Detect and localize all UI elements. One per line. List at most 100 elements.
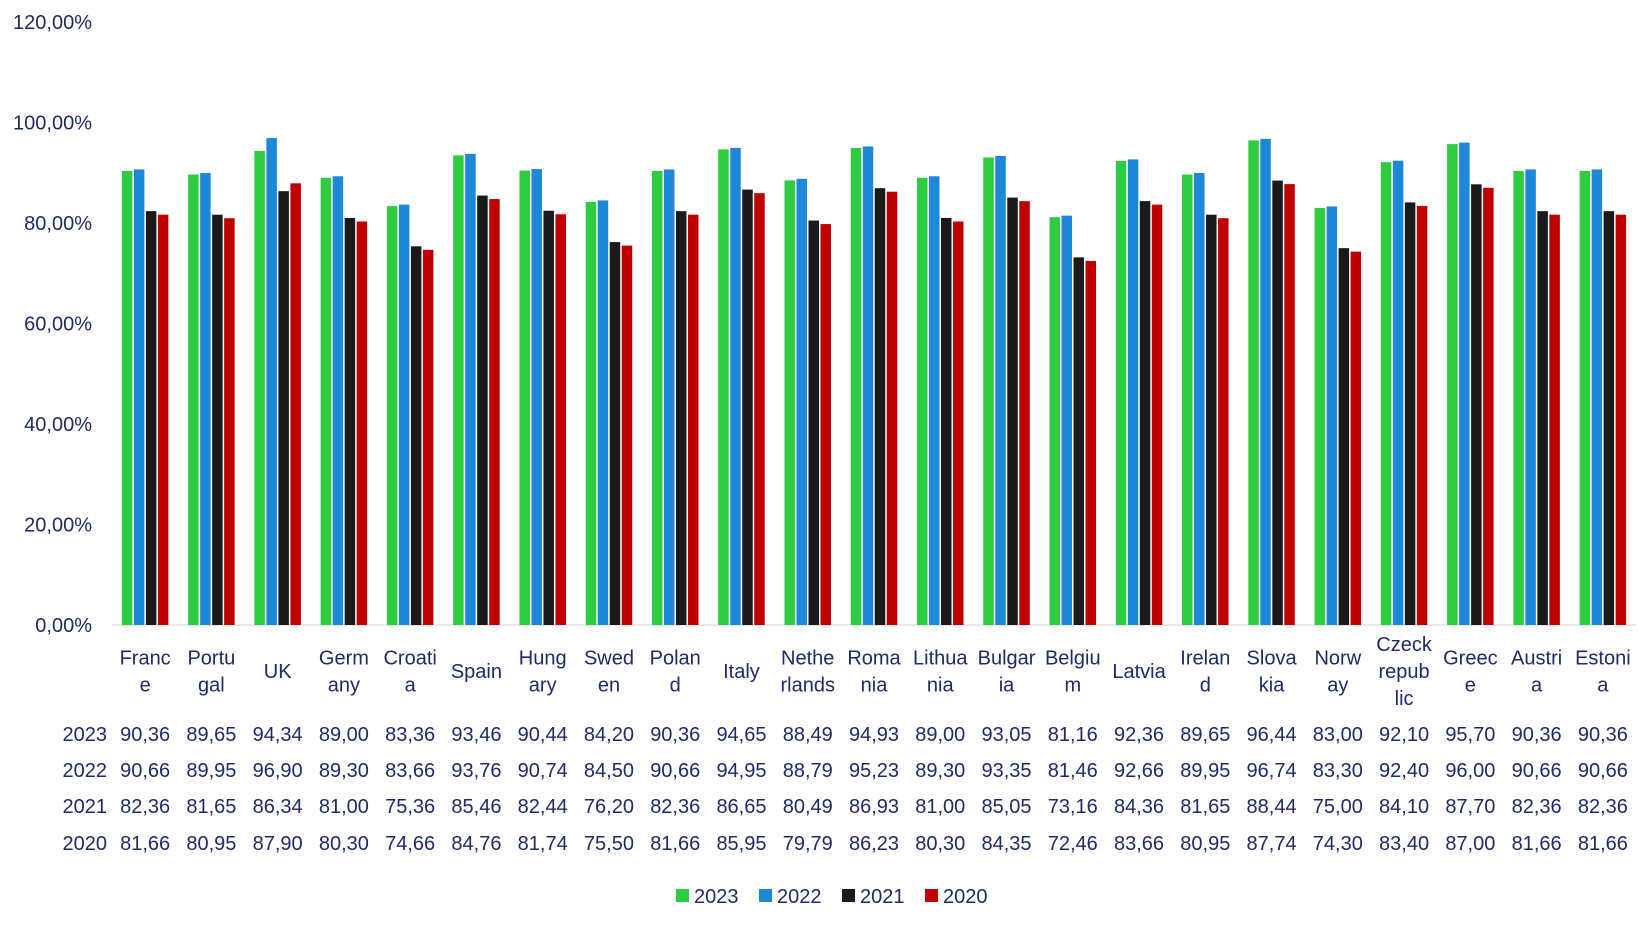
bar-2020-italy [754,193,765,625]
table-cell: 94,95 [716,760,766,782]
bar-2020-netherlands [820,224,831,625]
table-cell: 87,70 [1445,796,1495,818]
bar-2020-austria [1549,214,1560,625]
table-cell: 90,36 [1512,724,1562,746]
x-category-label: Bulgar ia [978,648,1036,697]
table-cell: 85,95 [716,833,766,855]
x-category-label-line: Bulgar [978,648,1036,670]
x-category-label-line: Czeck [1376,634,1433,656]
table-cell: 93,76 [451,760,501,782]
table-cell: 82,36 [120,796,170,818]
table-cell: 85,46 [451,796,501,818]
bar-2022-belgium [1061,215,1073,625]
table-cell: 90,66 [650,760,700,782]
table-cell: 81,46 [1048,760,1098,782]
table-cell: 79,79 [783,833,833,855]
bar-2021-sweden [609,242,621,625]
legend-swatch-2023 [676,889,689,902]
bar-2023-hungary [519,170,530,626]
x-category-label-line: a [405,675,417,697]
bar-2022-greece [1459,142,1470,625]
x-category-label-line: a [1531,675,1543,697]
x-axis-category-labels: Franc e Portu gal UK Germ any Croati a Spain Hung a… [120,634,1631,710]
bar-2023-czeck-republic [1380,162,1392,625]
x-category-label: Roma nia [847,648,901,697]
bar-2020-latvia [1151,204,1163,626]
bar-2020-sweden [621,245,633,626]
table-cell: 82,36 [1512,796,1562,818]
y-tick-label: 120,00% [13,12,92,34]
table-cell: 74,66 [385,833,435,855]
table-cell: 87,00 [1445,833,1495,855]
table-cell: 93,46 [451,724,501,746]
table-cell: 94,65 [716,724,766,746]
bar-2023-slovakia [1248,140,1259,625]
series-2023 [121,140,1591,626]
bar-2023-spain [453,155,464,626]
x-category-label: Norw ay [1314,648,1361,697]
table-cell: 81,65 [1180,796,1230,818]
legend-label: 2022 [777,886,822,908]
x-category-label-line: Nethe [781,648,834,670]
bar-2022-latvia [1127,159,1139,625]
y-tick-label: 0,00% [35,615,92,637]
table-cell: 90,66 [1512,760,1562,782]
x-category-label-line: ay [1327,675,1348,697]
bar-2020-czeck-republic [1416,205,1428,625]
table-cell: 86,65 [716,796,766,818]
table-cell: 92,10 [1379,724,1429,746]
bar-2021-czeck-republic [1404,202,1416,625]
bar-2022-hungary [531,169,542,625]
x-category-label-line: ia [999,675,1015,697]
bar-2020-bulgaria [1019,201,1030,625]
legend-swatch-2020 [925,889,938,902]
bar-2022-czeck-republic [1392,160,1404,625]
bar-2021-estonia [1603,211,1615,625]
table-cell: 76,20 [584,796,634,818]
table-cell: 81,66 [120,833,170,855]
bar-2022-spain [465,153,476,626]
bar-2020-france [157,214,169,625]
bar-2023-poland [651,170,663,625]
bar-series-group [121,138,1627,626]
data-table: 2023 90,36 89,65 94,34 89,00 83,36 93,46 90,44 8… [63,724,1628,855]
bar-2020-belgium [1085,260,1097,625]
bar-2020-slovakia [1284,184,1295,626]
table-cell: 84,76 [451,833,501,855]
x-category-label-line: any [328,675,360,697]
x-category-label-line: ary [529,675,557,697]
table-cell: 84,35 [981,833,1031,855]
x-category-label-line: e [140,675,151,697]
bar-2022-sweden [597,200,609,625]
x-category-label: Lithua nia [913,648,968,697]
bar-2021-portugal [212,214,223,625]
table-cell: 83,66 [385,760,435,782]
table-cell: 89,00 [915,724,965,746]
table-cell: 84,50 [584,760,634,782]
table-cell: 84,36 [1114,796,1164,818]
bar-2021-hungary [543,210,554,626]
bar-2021-ireland [1206,214,1217,625]
legend-label: 2021 [860,886,905,908]
bar-2022-estonia [1591,169,1603,625]
x-category-label-line: a [1597,675,1609,697]
bar-2021-netherlands [808,220,819,626]
x-category-label-line: gal [198,675,225,697]
bar-2020-estonia [1615,214,1627,625]
bar-2021-latvia [1139,201,1151,625]
x-category-label-line: Franc [120,648,171,670]
table-cell: 88,44 [1247,796,1297,818]
table-cell: 75,36 [385,796,435,818]
x-category-label-line: Polan [650,648,701,670]
table-cell: 75,50 [584,833,634,855]
bar-2023-norway [1314,207,1326,625]
table-cell: 86,93 [849,796,899,818]
bar-2022-france [133,169,145,625]
x-category-label-line: Irelan [1180,648,1230,670]
table-row-header: 2023 [63,724,108,746]
legend: 2023 2022 2021 2020 [676,886,988,908]
bar-2023-greece [1447,144,1458,626]
x-category-label: Slova kia [1247,648,1298,697]
